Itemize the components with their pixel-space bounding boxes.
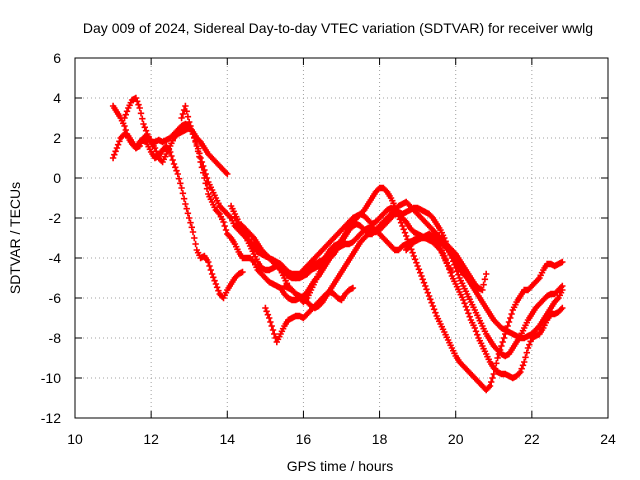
y-axis-label: SDTVAR / TECUs — [7, 182, 23, 294]
x-tick-label: 16 — [296, 431, 312, 447]
x-tick-label: 14 — [219, 431, 235, 447]
x-tick-label: 18 — [372, 431, 388, 447]
x-axis-label: GPS time / hours — [287, 458, 394, 474]
y-tick-label: -4 — [49, 250, 62, 266]
series-track-3 — [121, 94, 345, 282]
y-tick-label: -6 — [49, 290, 62, 306]
series-track-2 — [109, 102, 246, 302]
marker-path — [178, 102, 566, 394]
series-track-4 — [178, 102, 566, 394]
data-marks — [109, 94, 566, 394]
y-tick-label: -8 — [49, 330, 62, 346]
x-tick-label: 24 — [600, 431, 616, 447]
marker-path — [281, 210, 456, 312]
y-tick-label: 2 — [53, 130, 61, 146]
y-tick-label: -10 — [41, 370, 61, 386]
marker-path — [227, 202, 566, 382]
x-tick-label: 10 — [67, 431, 83, 447]
marker-path — [121, 94, 345, 282]
series-track-10 — [403, 230, 566, 342]
x-tick-label: 12 — [143, 431, 159, 447]
plot-frame — [74, 57, 609, 419]
ticks — [74, 57, 609, 419]
grid — [75, 58, 608, 418]
chart-title: Day 009 of 2024, Sidereal Day-to-day VTE… — [83, 20, 593, 36]
series-track-9 — [281, 210, 456, 312]
x-tick-label: 20 — [448, 431, 464, 447]
y-tick-label: -12 — [41, 410, 61, 426]
series-track-5 — [227, 202, 566, 382]
y-tick-label: -2 — [49, 210, 62, 226]
marker-path — [403, 230, 566, 342]
marker-path — [109, 102, 246, 302]
y-tick-label: 0 — [53, 170, 61, 186]
x-tick-label: 22 — [524, 431, 540, 447]
y-tick-label: 4 — [53, 90, 61, 106]
y-tick-label: 6 — [53, 50, 61, 66]
